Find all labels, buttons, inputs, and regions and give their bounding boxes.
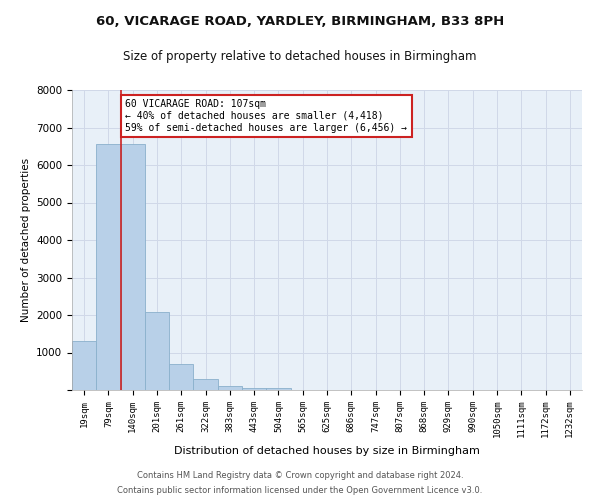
Y-axis label: Number of detached properties: Number of detached properties bbox=[20, 158, 31, 322]
Bar bbox=[266, 388, 290, 390]
Text: 60 VICARAGE ROAD: 107sqm
← 40% of detached houses are smaller (4,418)
59% of sem: 60 VICARAGE ROAD: 107sqm ← 40% of detach… bbox=[125, 100, 407, 132]
Bar bbox=[145, 312, 169, 390]
Bar bbox=[72, 341, 96, 390]
Bar bbox=[96, 144, 121, 390]
Bar bbox=[121, 144, 145, 390]
Bar bbox=[193, 379, 218, 390]
Bar bbox=[218, 386, 242, 390]
Text: Contains public sector information licensed under the Open Government Licence v3: Contains public sector information licen… bbox=[118, 486, 482, 495]
Bar bbox=[169, 364, 193, 390]
Text: 60, VICARAGE ROAD, YARDLEY, BIRMINGHAM, B33 8PH: 60, VICARAGE ROAD, YARDLEY, BIRMINGHAM, … bbox=[96, 15, 504, 28]
Text: Contains HM Land Registry data © Crown copyright and database right 2024.: Contains HM Land Registry data © Crown c… bbox=[137, 471, 463, 480]
Bar bbox=[242, 388, 266, 390]
X-axis label: Distribution of detached houses by size in Birmingham: Distribution of detached houses by size … bbox=[174, 446, 480, 456]
Text: Size of property relative to detached houses in Birmingham: Size of property relative to detached ho… bbox=[123, 50, 477, 63]
